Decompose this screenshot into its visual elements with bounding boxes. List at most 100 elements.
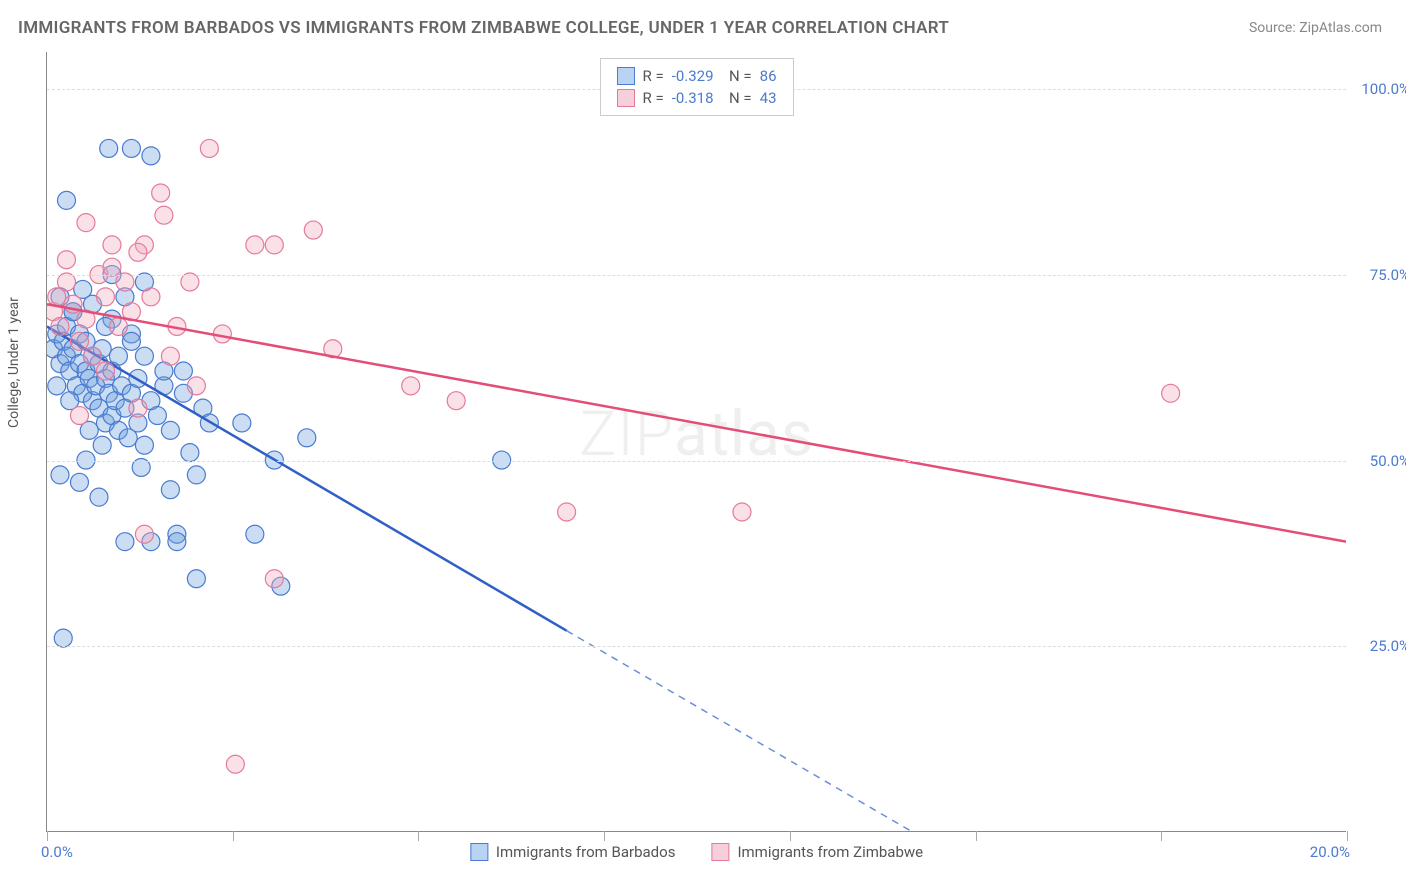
scatter-point xyxy=(57,318,75,336)
scatter-point xyxy=(135,436,153,454)
scatter-point xyxy=(265,570,283,588)
legend-swatch-zimbabwe xyxy=(616,89,634,107)
scatter-point xyxy=(83,295,101,313)
scatter-point xyxy=(155,377,173,395)
scatter-point xyxy=(304,221,322,239)
scatter-point xyxy=(116,399,134,417)
scatter-point xyxy=(103,258,121,276)
scatter-point xyxy=(168,318,186,336)
legend-r-label: R = xyxy=(642,67,663,85)
scatter-point xyxy=(298,429,316,447)
scatter-point xyxy=(246,525,264,543)
scatter-point xyxy=(129,243,147,261)
scatter-point xyxy=(272,577,290,595)
scatter-point xyxy=(122,332,140,350)
scatter-point xyxy=(148,407,166,425)
scatter-point xyxy=(113,377,131,395)
scatter-point xyxy=(93,340,111,358)
x-tick-mark xyxy=(790,831,791,841)
x-tick-mark xyxy=(1161,831,1162,841)
legend-n-label: N = xyxy=(722,67,752,85)
legend-top-row-barbados: R = -0.329 N = 86 xyxy=(616,65,776,87)
scatter-point xyxy=(213,325,231,343)
scatter-point xyxy=(402,377,420,395)
scatter-point xyxy=(226,755,244,773)
regression-line-dashed xyxy=(567,631,911,831)
scatter-point xyxy=(61,362,79,380)
scatter-point xyxy=(70,473,88,491)
legend-bottom-zimbabwe: Immigrants from Zimbabwe xyxy=(711,843,923,861)
x-tick-mark xyxy=(976,831,977,841)
scatter-point xyxy=(80,421,98,439)
scatter-point xyxy=(109,347,127,365)
scatter-point xyxy=(161,347,179,365)
scatter-point xyxy=(96,288,114,306)
scatter-point xyxy=(174,384,192,402)
x-tick-mark xyxy=(47,831,48,841)
scatter-point xyxy=(155,206,173,224)
scatter-point xyxy=(142,392,160,410)
scatter-point xyxy=(64,340,82,358)
scatter-point xyxy=(96,369,114,387)
legend-top-box: R = -0.329 N = 86 R = -0.318 N = 43 xyxy=(599,58,793,116)
scatter-point xyxy=(129,399,147,417)
scatter-point xyxy=(80,369,98,387)
scatter-point xyxy=(103,362,121,380)
scatter-point xyxy=(122,139,140,157)
legend-n-label: N = xyxy=(722,89,752,107)
scatter-point xyxy=(51,288,69,306)
x-max-label: 20.0% xyxy=(1310,843,1350,861)
scatter-point xyxy=(64,303,82,321)
scatter-point xyxy=(187,377,205,395)
scatter-point xyxy=(181,444,199,462)
legend-n-value-zimbabwe: 43 xyxy=(760,89,777,107)
x-tick-mark xyxy=(233,831,234,841)
y-axis-label: College, Under 1 year xyxy=(6,297,22,428)
source-attribution: Source: ZipAtlas.com xyxy=(1249,20,1382,36)
legend-bottom-barbados: Immigrants from Barbados xyxy=(470,843,676,861)
scatter-point xyxy=(57,191,75,209)
scatter-point xyxy=(47,303,62,321)
legend-n-value-barbados: 86 xyxy=(760,67,777,85)
scatter-point xyxy=(200,139,218,157)
scatter-point xyxy=(74,280,92,298)
scatter-point xyxy=(47,340,62,358)
y-tick-label: 75.0% xyxy=(1370,266,1406,284)
scatter-point xyxy=(61,392,79,410)
scatter-point xyxy=(83,347,101,365)
scatter-point xyxy=(103,236,121,254)
scatter-point xyxy=(187,466,205,484)
scatter-point xyxy=(70,355,88,373)
scatter-point xyxy=(135,525,153,543)
grid-line-h xyxy=(47,461,1346,462)
legend-top-row-zimbabwe: R = -0.318 N = 43 xyxy=(616,87,776,109)
scatter-point xyxy=(161,421,179,439)
scatter-point xyxy=(142,147,160,165)
legend-bottom-label-barbados: Immigrants from Barbados xyxy=(496,843,676,861)
scatter-point xyxy=(324,340,342,358)
grid-line-h xyxy=(47,275,1346,276)
scatter-point xyxy=(109,421,127,439)
scatter-point xyxy=(96,362,114,380)
scatter-point xyxy=(51,355,69,373)
scatter-point xyxy=(200,414,218,432)
legend-swatch-barbados xyxy=(616,67,634,85)
x-min-label: 0.0% xyxy=(41,843,73,861)
legend-r-label: R = xyxy=(642,89,663,107)
scatter-point xyxy=(122,384,140,402)
scatter-point xyxy=(103,310,121,328)
scatter-point xyxy=(142,533,160,551)
scatter-point xyxy=(135,347,153,365)
scatter-point xyxy=(96,414,114,432)
scatter-point xyxy=(93,436,111,454)
scatter-point xyxy=(116,288,134,306)
scatter-point xyxy=(67,377,85,395)
scatter-point xyxy=(70,332,88,350)
scatter-point xyxy=(103,407,121,425)
y-tick-label: 50.0% xyxy=(1370,452,1406,470)
scatter-point xyxy=(129,414,147,432)
scatter-point xyxy=(54,629,72,647)
scatter-point xyxy=(733,503,751,521)
scatter-point xyxy=(194,399,212,417)
x-tick-mark xyxy=(1347,831,1348,841)
